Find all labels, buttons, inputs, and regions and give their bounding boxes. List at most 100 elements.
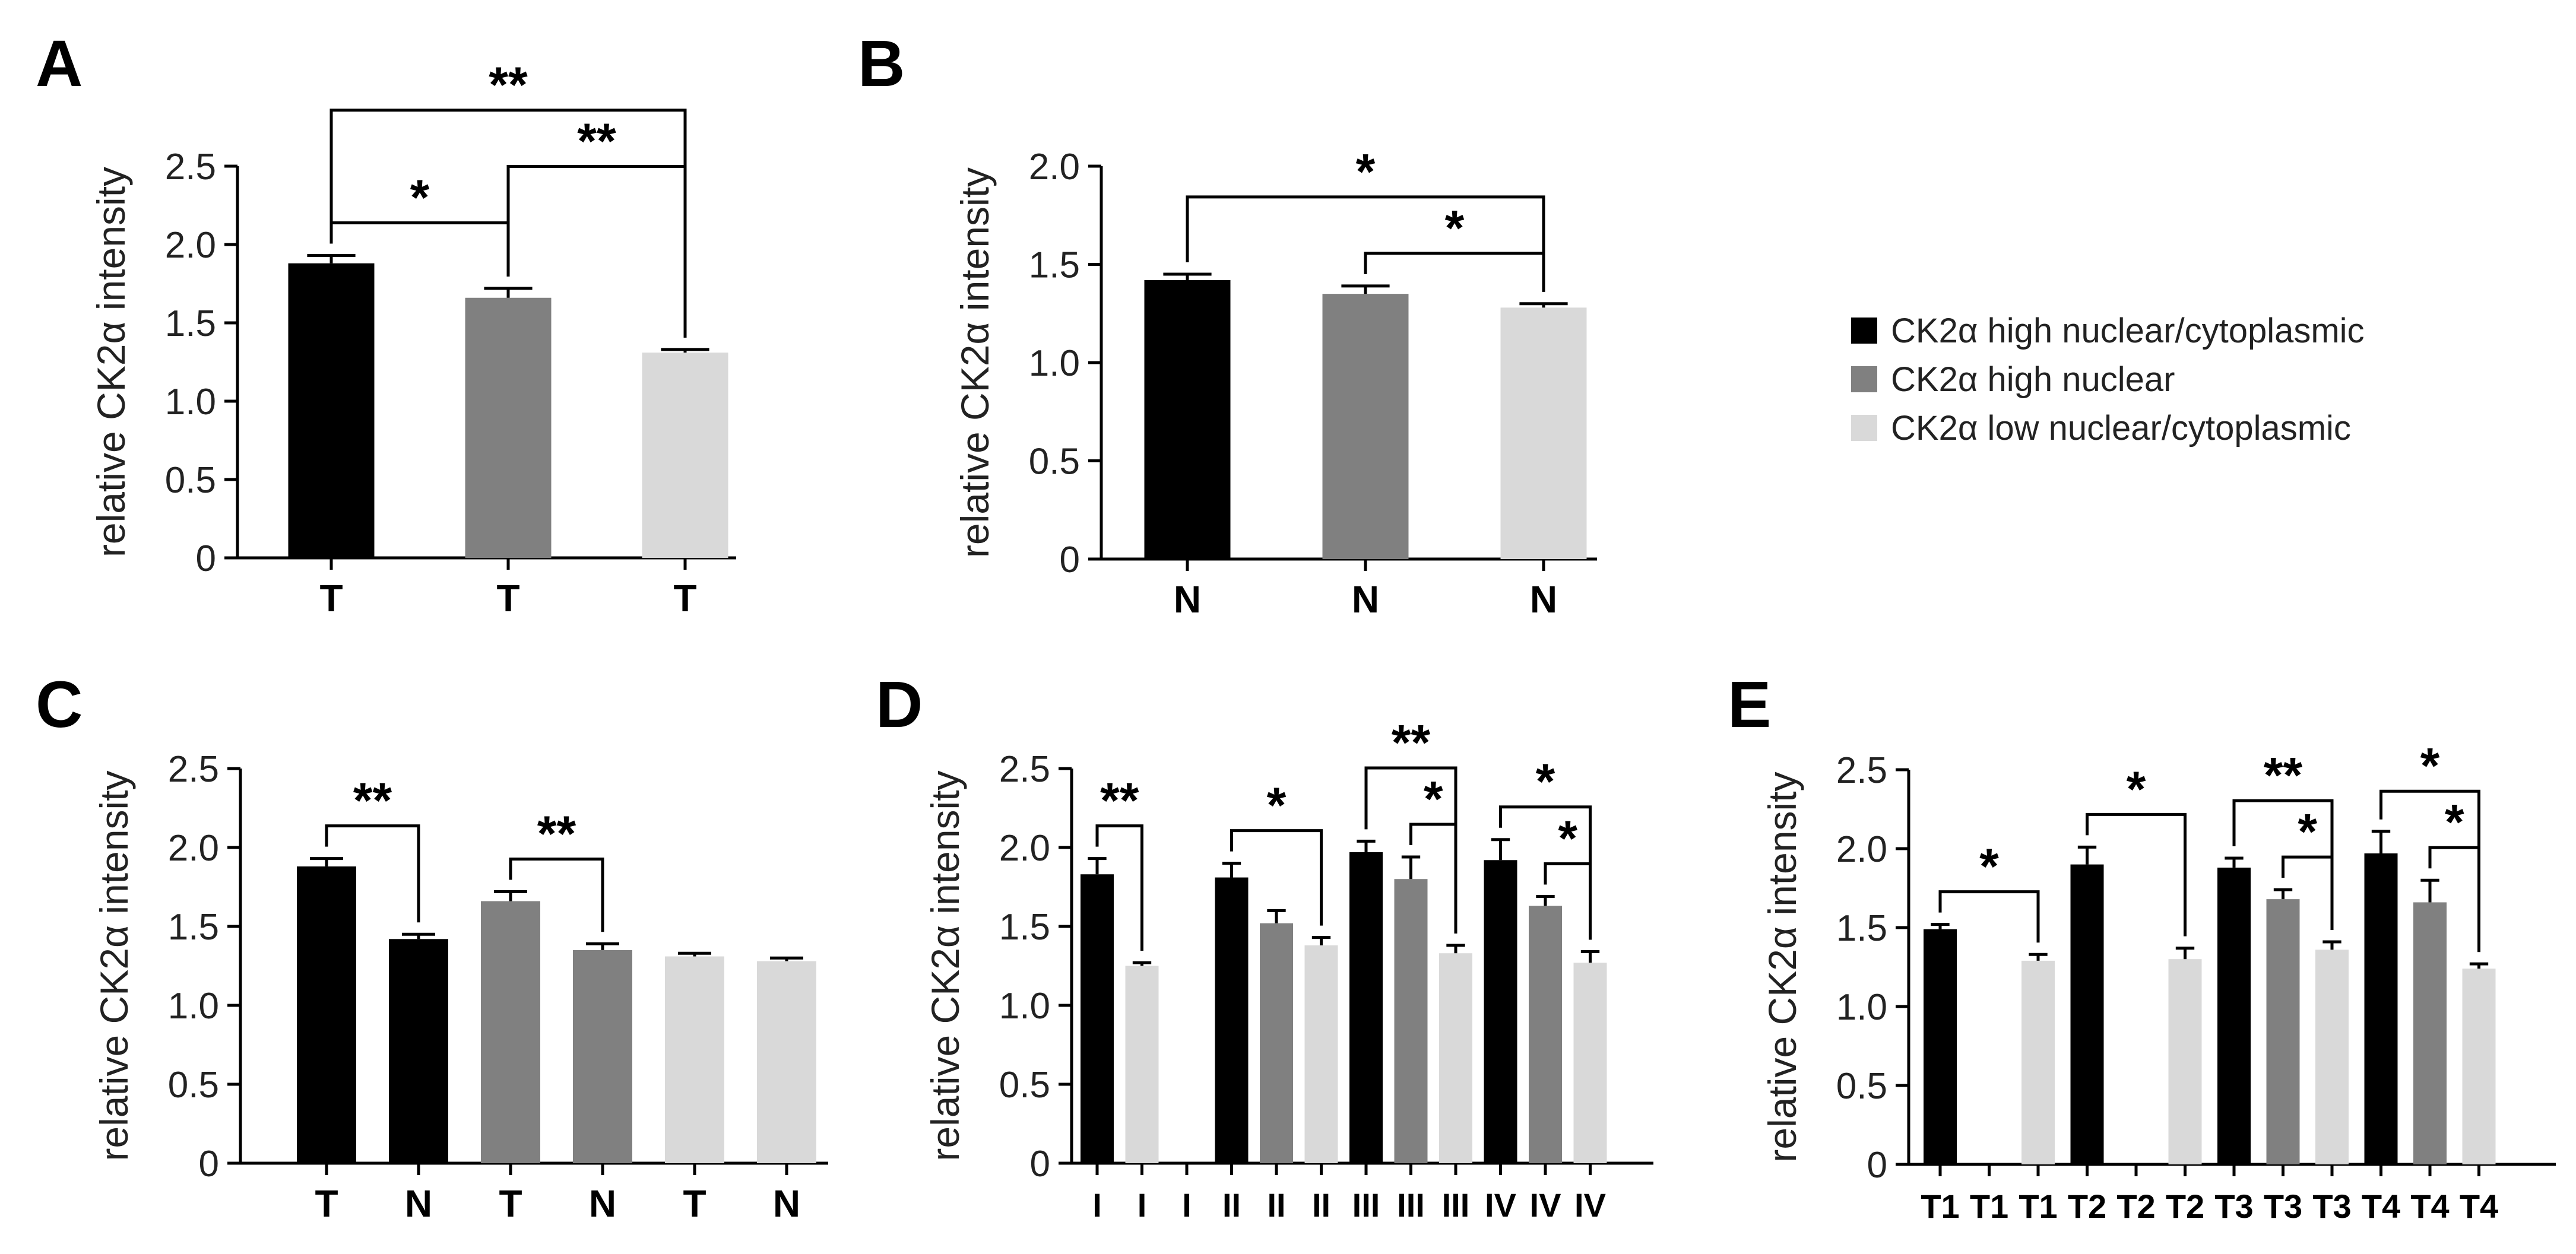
x-tick-label: T1 — [1921, 1188, 1959, 1225]
significance-bracket — [1938, 890, 2040, 943]
y-axis-title: relative CK2α intensity — [89, 167, 133, 557]
significance-label: * — [410, 169, 430, 225]
bar — [1349, 852, 1383, 1163]
y-tick-label: 0 — [1867, 1145, 1887, 1186]
legend-swatch-low-nc — [1851, 415, 1877, 441]
x-tick-label: IV — [1530, 1186, 1561, 1224]
x-tick-label: T — [683, 1182, 706, 1225]
significance-label: ** — [537, 805, 576, 861]
y-tick-label: 2.0 — [999, 828, 1050, 869]
y-axis-title: relative CK2α intensity — [953, 167, 997, 558]
y-tick-label: 2.0 — [1836, 829, 1887, 870]
x-tick-label: T2 — [2166, 1188, 2204, 1225]
bar — [2021, 960, 2055, 1164]
bar — [2364, 853, 2398, 1164]
bar — [1304, 945, 1338, 1163]
x-tick-label: IV — [1485, 1186, 1516, 1224]
x-tick-label: T4 — [2362, 1188, 2400, 1225]
bar — [1500, 307, 1587, 559]
y-tick-label: 1.5 — [1836, 908, 1887, 949]
panel-letter: E — [1728, 668, 1771, 741]
x-tick-label: I — [1182, 1186, 1192, 1224]
x-tick-label: II — [1312, 1186, 1330, 1224]
bar — [288, 263, 375, 558]
x-tick-label: IV — [1574, 1186, 1606, 1224]
panel-letter: C — [36, 668, 83, 741]
bar — [573, 950, 632, 1163]
bar — [389, 939, 448, 1163]
significance-bracket — [2379, 789, 2480, 953]
x-tick-label: N — [589, 1182, 616, 1225]
significance-label: * — [1536, 754, 1555, 809]
significance-label: * — [1356, 144, 1376, 199]
y-tick-label: 2.5 — [999, 749, 1050, 790]
bar — [1573, 963, 1607, 1163]
legend-label-low-nc: CK2α low nuclear/cytoplasmic — [1891, 409, 2351, 447]
y-tick-label: 2.5 — [168, 749, 219, 790]
y-tick-label: 1.0 — [999, 986, 1050, 1027]
significance-bracket — [1499, 805, 1592, 940]
bar — [481, 901, 540, 1163]
x-tick-label: T4 — [2460, 1188, 2498, 1225]
x-tick-label: I — [1092, 1186, 1102, 1224]
x-tick-label: T1 — [2019, 1188, 2057, 1225]
y-tick-label: 0 — [196, 538, 216, 579]
x-tick-label: T — [319, 577, 343, 620]
y-tick-label: 0.5 — [165, 460, 216, 501]
y-tick-label: 2.0 — [168, 828, 219, 869]
x-tick-label: N — [405, 1182, 432, 1225]
y-tick-label: 1.5 — [168, 907, 219, 948]
significance-label: ** — [489, 56, 528, 112]
y-tick-label: 2.0 — [165, 225, 216, 266]
x-tick-label: T3 — [2312, 1188, 2351, 1225]
y-tick-label: 0.5 — [1029, 442, 1080, 482]
legend-label-high-nc: CK2α high nuclear/cytoplasmic — [1891, 312, 2365, 350]
significance-label: ** — [2264, 747, 2303, 803]
significance-label: ** — [1100, 773, 1139, 828]
significance-label: * — [1424, 771, 1443, 827]
significance-label: * — [2445, 794, 2464, 850]
y-tick-label: 1.5 — [999, 907, 1050, 948]
y-tick-label: 0 — [1030, 1144, 1050, 1185]
bar — [297, 866, 356, 1163]
panel-letter: B — [858, 27, 905, 100]
bar — [2266, 899, 2300, 1164]
x-tick-label: III — [1352, 1186, 1380, 1224]
bar — [1081, 874, 1114, 1163]
significance-label: * — [2420, 738, 2440, 793]
bar — [2462, 969, 2496, 1164]
y-tick-label: 0.5 — [999, 1065, 1050, 1106]
x-tick-label: T3 — [2214, 1188, 2253, 1225]
y-tick-label: 0 — [1060, 539, 1080, 580]
x-tick-label: I — [1138, 1186, 1147, 1224]
significance-label: * — [1979, 839, 1999, 894]
y-tick-label: 2.0 — [1029, 147, 1080, 188]
significance-label: * — [1558, 810, 1577, 866]
x-tick-label: T — [496, 577, 519, 620]
x-tick-label: II — [1222, 1186, 1241, 1224]
bar — [1322, 294, 1409, 559]
legend-swatch-high-nc — [1851, 318, 1877, 344]
panel-letter: D — [876, 668, 923, 741]
significance-bracket — [1364, 766, 1457, 934]
significance-bracket — [329, 108, 687, 338]
significance-bracket — [1095, 824, 1143, 951]
x-tick-label: III — [1397, 1186, 1425, 1224]
x-tick-label: N — [1174, 578, 1201, 621]
bar — [665, 956, 724, 1163]
significance-bracket — [2232, 799, 2334, 930]
bar — [465, 297, 552, 558]
x-tick-label: N — [1530, 578, 1557, 621]
y-tick-label: 2.5 — [165, 147, 216, 188]
y-axis-title: relative CK2α intensity — [92, 770, 136, 1161]
significance-bracket — [1230, 829, 1323, 926]
significance-label: ** — [353, 773, 392, 828]
x-tick-label: T2 — [2116, 1188, 2155, 1225]
x-tick-label: III — [1442, 1186, 1470, 1224]
y-tick-label: 1.0 — [1836, 987, 1887, 1028]
significance-label: * — [2127, 761, 2146, 817]
